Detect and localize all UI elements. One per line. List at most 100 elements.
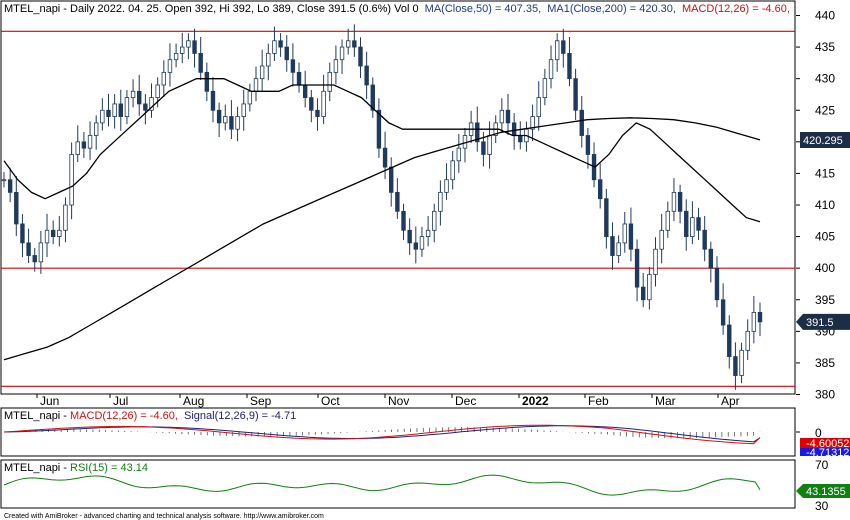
macd-marker-text: -4.60052 bbox=[806, 438, 849, 450]
candle-body bbox=[149, 97, 154, 111]
ma50-line bbox=[3, 78, 761, 223]
close-value-marker: 391.5 bbox=[796, 313, 850, 330]
price-y-tick-label: 440 bbox=[815, 9, 835, 23]
candle-body bbox=[542, 78, 548, 99]
candle-body bbox=[20, 223, 25, 244]
candle-body bbox=[401, 210, 406, 231]
candle-body bbox=[739, 349, 744, 376]
candle-body bbox=[302, 84, 308, 99]
x-tick-label: Sep bbox=[250, 394, 272, 408]
candle-body bbox=[333, 59, 339, 73]
candle-body bbox=[130, 90, 136, 99]
macd-value-marker: -4.60052 bbox=[800, 438, 850, 450]
candle-body bbox=[567, 53, 572, 80]
candle-body bbox=[757, 311, 763, 323]
candle-body bbox=[321, 90, 326, 117]
candle-body bbox=[204, 71, 210, 92]
candle-body bbox=[536, 97, 541, 117]
ma-marker-text: 420.295 bbox=[803, 135, 843, 147]
macd-line bbox=[3, 424, 761, 445]
macd-legend: MTEL_napi - MACD(12,26) = -4.60, Signal(… bbox=[4, 410, 296, 422]
rsi-legend: MTEL_napi - RSI(15) = 43.14 bbox=[4, 462, 148, 474]
candle-body bbox=[75, 141, 80, 155]
candle-body bbox=[438, 191, 443, 212]
candle-body bbox=[284, 46, 289, 61]
candle-body bbox=[407, 229, 412, 244]
candle-body bbox=[229, 116, 234, 130]
candle-body bbox=[50, 229, 56, 237]
candle-body bbox=[610, 236, 615, 256]
macd-y-tick: 0 bbox=[815, 426, 822, 440]
candle-body bbox=[579, 109, 584, 136]
candle-body bbox=[278, 40, 283, 48]
candle-body bbox=[223, 116, 228, 124]
price-legend: MTEL_napi - Daily 2022. 04. 25. Open 392… bbox=[4, 3, 790, 15]
candle-body bbox=[450, 160, 455, 181]
candle-body bbox=[358, 46, 363, 67]
candle-body bbox=[296, 71, 302, 86]
price-y-tick-label: 400 bbox=[815, 261, 835, 275]
candle-body bbox=[597, 179, 603, 200]
candle-body bbox=[266, 53, 271, 67]
candle-body bbox=[315, 109, 320, 117]
candle-body bbox=[161, 71, 167, 86]
candle-body bbox=[634, 248, 640, 288]
ma200-line bbox=[3, 117, 761, 361]
candle-body bbox=[290, 59, 296, 73]
candle-body bbox=[505, 109, 511, 124]
candle-body bbox=[364, 65, 369, 86]
x-tick-label: Dec bbox=[455, 394, 476, 408]
candle-body bbox=[425, 229, 431, 237]
rsi-value-marker: 43.1355 bbox=[796, 484, 850, 498]
candle-body bbox=[253, 78, 259, 92]
candle-body bbox=[481, 141, 486, 155]
candle-body bbox=[87, 135, 93, 149]
rsi-panel bbox=[0, 459, 796, 509]
candle-body bbox=[112, 103, 117, 117]
candle-body bbox=[327, 71, 332, 92]
price-y-tick-label: 405 bbox=[815, 230, 835, 244]
candle-body bbox=[702, 229, 707, 250]
candle-body bbox=[727, 324, 732, 357]
close-marker-text: 391.5 bbox=[806, 317, 834, 329]
candle-body bbox=[100, 109, 105, 124]
candle-body bbox=[14, 191, 19, 225]
candle-body bbox=[309, 97, 314, 111]
candle-body bbox=[370, 84, 375, 111]
candle-body bbox=[69, 154, 74, 206]
candle-body bbox=[235, 116, 240, 130]
candle-body bbox=[167, 59, 173, 73]
candle-body bbox=[81, 141, 87, 149]
ma-value-marker: 420.295 bbox=[800, 131, 850, 148]
candle-body bbox=[339, 46, 345, 61]
price-y-tick-label: 380 bbox=[815, 388, 835, 402]
candlestick-series bbox=[1, 24, 763, 390]
candle-body bbox=[63, 204, 68, 231]
x-tick-label: Nov bbox=[388, 394, 409, 408]
rsi-marker-text: 43.1355 bbox=[806, 486, 846, 498]
candle-body bbox=[690, 217, 695, 237]
candle-body bbox=[180, 46, 185, 54]
price-y-tick-label: 385 bbox=[815, 356, 835, 370]
candle-body bbox=[641, 286, 646, 301]
candle-body bbox=[511, 122, 517, 136]
candle-body bbox=[696, 217, 701, 231]
candle-body bbox=[32, 255, 37, 263]
candle-body bbox=[395, 191, 400, 212]
candle-body bbox=[345, 40, 351, 48]
price-x-axis: Jun Jul Aug Sep Oct Nov Dec 2022 Feb Mar Apr bbox=[36, 394, 740, 408]
candle-body bbox=[210, 90, 216, 111]
candle-body bbox=[647, 274, 652, 301]
candle-body bbox=[616, 242, 621, 256]
candle-body bbox=[622, 223, 627, 244]
candle-body bbox=[745, 330, 750, 351]
candle-body bbox=[573, 78, 578, 111]
candle-body bbox=[677, 191, 683, 212]
rsi-y-tick-30: 30 bbox=[815, 499, 829, 513]
candle-body bbox=[155, 84, 160, 99]
candle-body bbox=[1, 179, 7, 182]
price-y-tick-label: 430 bbox=[815, 72, 835, 86]
footer-credit: Created with AmiBroker - advanced charti… bbox=[4, 513, 324, 520]
x-tick-label: Mar bbox=[655, 394, 676, 408]
x-tick-label: Jun bbox=[40, 394, 59, 408]
